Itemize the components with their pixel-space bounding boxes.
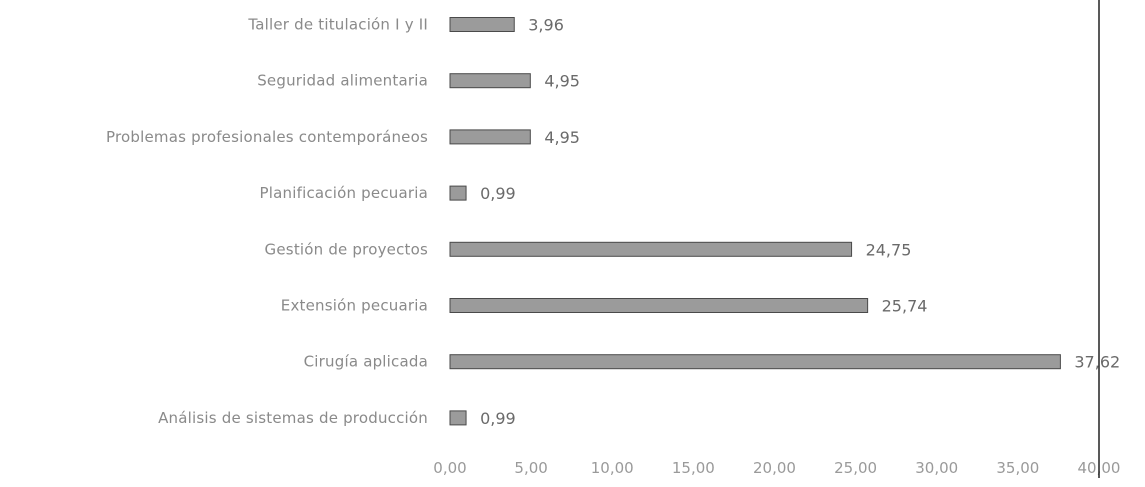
bar: [449, 354, 1061, 370]
category-label: Seguridad alimentaria: [257, 72, 428, 90]
category-label: Problemas profesionales contemporáneos: [106, 128, 428, 146]
category-label: Extensión pecuaria: [281, 297, 428, 315]
value-label: 0,99: [480, 184, 516, 203]
value-label: 3,96: [528, 16, 564, 35]
value-label: 4,95: [544, 72, 580, 91]
x-tick-label: 25,00: [834, 459, 877, 477]
value-labels: 3,96 4,95 4,95 0,99 24,75 25,74 37,62 0,99: [480, 16, 1120, 428]
category-label: Cirugía aplicada: [304, 353, 428, 371]
category-label: Gestión de proyectos: [265, 240, 428, 258]
bars: [449, 17, 1061, 426]
value-label: 37,62: [1074, 353, 1120, 372]
x-tick-label: 35,00: [996, 459, 1039, 477]
bar: [449, 73, 531, 89]
category-labels: Taller de titulación I y II Seguridad ali…: [106, 16, 428, 427]
x-tick-label: 5,00: [514, 459, 547, 477]
value-label: 24,75: [866, 240, 912, 259]
bar: [449, 185, 467, 201]
bar: [449, 129, 531, 145]
x-tick-label: 0,00: [433, 459, 466, 477]
category-label: Planificación pecuaria: [260, 184, 428, 202]
value-label: 4,95: [544, 128, 580, 147]
x-tick-label: 30,00: [915, 459, 958, 477]
x-tick-label: 10,00: [591, 459, 634, 477]
x-tick-label: 20,00: [753, 459, 796, 477]
bar: [449, 241, 853, 257]
bar: [449, 410, 467, 426]
category-label: Análisis de sistemas de producción: [158, 409, 428, 427]
value-label: 0,99: [480, 409, 516, 428]
bar: [449, 17, 515, 32]
x-axis-ticks: 0,00 5,00 10,00 15,00 20,00 25,00 30,00 35,00 40…: [433, 459, 1120, 477]
category-label: Taller de titulación I y II: [247, 16, 428, 34]
x-tick-label: 15,00: [672, 459, 715, 477]
bar: [449, 298, 869, 313]
value-label: 25,74: [882, 297, 928, 316]
